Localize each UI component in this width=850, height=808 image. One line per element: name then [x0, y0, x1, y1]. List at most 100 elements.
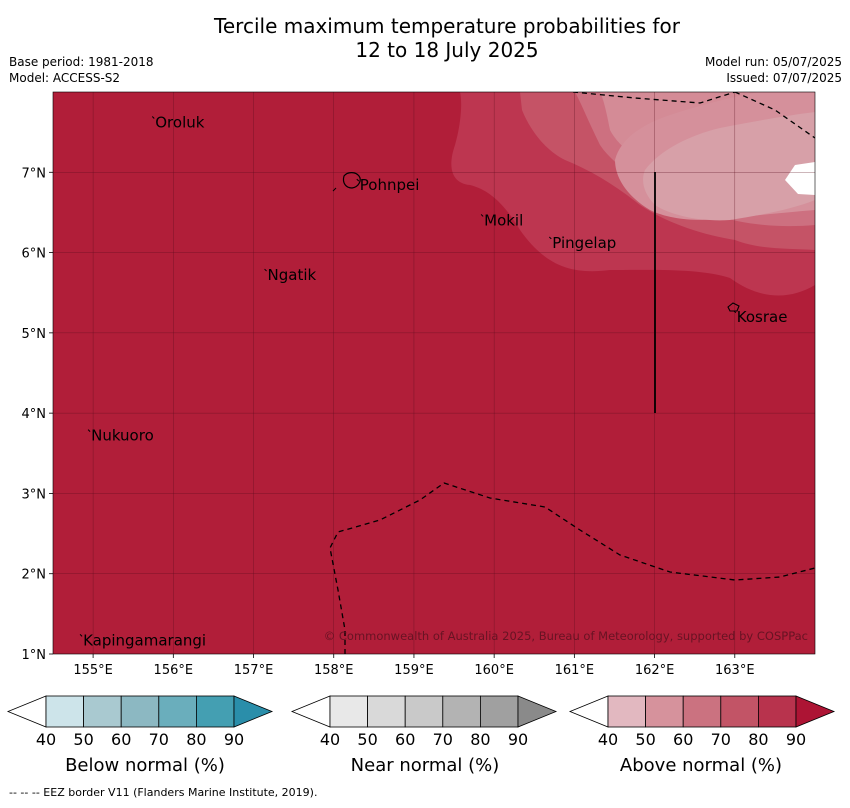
- lon-tick-label: 157°E: [234, 663, 274, 678]
- map-title: Tercile maximum temperature probabilitie…: [0, 14, 850, 62]
- colorbar-segment: [83, 695, 122, 728]
- eez-border-northeast: [734, 92, 815, 139]
- pohnpei-atoll-mark: [332, 187, 337, 192]
- colorbar-tick-label: 80: [470, 730, 490, 749]
- title-line-1: Tercile maximum temperature probabilitie…: [214, 14, 680, 38]
- lat-tick-label: 3°N: [22, 487, 47, 502]
- model-run: Model run: 05/07/2025: [704, 55, 842, 69]
- legend-title-below: Below normal (%): [65, 755, 225, 776]
- colorbar-segment: [442, 695, 481, 728]
- lon-tick-label: 160°E: [474, 663, 514, 678]
- lat-tick-label: 1°N: [22, 648, 47, 663]
- colorbar-tick-label: 40: [320, 730, 340, 749]
- lon-tick-label: 161°E: [555, 663, 595, 678]
- place-marker: [264, 268, 267, 272]
- lat-tick-label: 6°N: [22, 247, 47, 262]
- place-label: Ngatik: [268, 266, 317, 284]
- place-label: Pohnpei: [360, 176, 420, 194]
- lat-tick-label: 5°N: [22, 327, 47, 342]
- colorbar-segment: [329, 695, 368, 728]
- colorbar-segment: [479, 695, 519, 728]
- colorbar-segment: [607, 695, 646, 728]
- colorbar-tick-label: 50: [635, 730, 655, 749]
- colorbar-tick-label: 70: [149, 730, 169, 749]
- colorbar-max-extend: [517, 695, 558, 728]
- lon-tick-label: 159°E: [394, 663, 434, 678]
- colorbar-segment: [158, 695, 197, 728]
- place-label: Nukuoro: [91, 427, 154, 445]
- place-label: Kapingamarangi: [83, 631, 206, 649]
- eez-footer-note: -- -- -- EEZ border V11 (Flanders Marine…: [9, 786, 318, 799]
- colorbar-tick-label: 70: [711, 730, 731, 749]
- place-label: Oroluk: [155, 114, 204, 132]
- colorbar-segment: [645, 695, 684, 728]
- place-marker: [733, 310, 737, 314]
- place-label: Pingelap: [552, 234, 616, 252]
- colorbar-segment: [367, 695, 406, 728]
- colorbar-segment: [45, 695, 84, 728]
- colorbar-max-extend: [233, 695, 274, 728]
- shading-below-40: [785, 162, 815, 195]
- colorbar-tick-label: 70: [433, 730, 453, 749]
- base-period: Base period: 1981-2018: [9, 55, 154, 69]
- colorbar-tick-label: 60: [395, 730, 415, 749]
- colorbar-tick-label: 40: [36, 730, 56, 749]
- eez-border-north: [572, 92, 736, 104]
- map-frame: [52, 91, 816, 655]
- colorbar-segment: [720, 695, 759, 728]
- colorbar-tick-label: 50: [357, 730, 377, 749]
- place-label: Mokil: [484, 211, 523, 229]
- kosrae-island-outline: [727, 302, 740, 312]
- issued-date: Issued: 07/07/2025: [726, 71, 842, 85]
- colorbar-tick-label: 40: [598, 730, 618, 749]
- islands: [332, 172, 740, 312]
- eez-borders: [329, 92, 815, 654]
- title-line-2: 12 to 18 July 2025: [355, 38, 539, 62]
- lon-tick-label: 158°E: [314, 663, 354, 678]
- lon-tick-label: 162°E: [635, 663, 675, 678]
- colorbar-segment: [120, 695, 160, 728]
- place-marker: [480, 214, 484, 217]
- colorbar-tick-label: 80: [186, 730, 206, 749]
- lon-tick-label: 163°E: [715, 663, 755, 678]
- colorbar-tick-label: 80: [748, 730, 768, 749]
- colorbar-segment: [404, 695, 444, 728]
- legend-title-near: Near normal (%): [350, 755, 500, 776]
- colorbar-tick-label: 60: [673, 730, 693, 749]
- shading-40: [643, 112, 815, 221]
- place-marker: [151, 116, 155, 119]
- colorbar-min-extend: [6, 695, 47, 728]
- lon-tick-label: 155°E: [73, 663, 113, 678]
- legend-title-above: Above normal (%): [619, 755, 783, 776]
- colorbar-tick-label: 90: [786, 730, 806, 749]
- colorbar-tick-label: 50: [73, 730, 93, 749]
- probability-shading: [451, 92, 815, 296]
- colorbar-max-extend: [795, 695, 836, 728]
- meta-left: Base period: 1981-2018 Model: ACCESS-S2: [9, 54, 154, 86]
- eez-border-south: [329, 482, 815, 654]
- lat-tick-label: 4°N: [22, 407, 47, 422]
- colorbar-segment: [682, 695, 722, 728]
- place-marker: [79, 633, 83, 637]
- colorbar-tick-label: 60: [111, 730, 131, 749]
- colorbar-tick-label: 90: [224, 730, 244, 749]
- lat-tick-label: 2°N: [22, 568, 47, 583]
- meta-right: Model run: 05/07/2025 Issued: 07/07/2025: [705, 54, 842, 86]
- colorbar-segment: [195, 695, 235, 728]
- place-labels: Oroluk Pohnpei Mokil Pingelap Ngatik Kosrae Nu…: [79, 114, 788, 649]
- colorbar-tick-label: 90: [508, 730, 528, 749]
- colorbar-min-extend: [568, 695, 609, 728]
- colorbar-segment: [758, 695, 797, 728]
- axis-ticks: 155°E 156°E 157°E 158°E 159°E 160°E 161°E 162°E…: [22, 166, 755, 678]
- place-marker: [548, 236, 552, 240]
- pohnpei-island-outline: [342, 172, 361, 189]
- lon-tick-label: 156°E: [154, 663, 194, 678]
- colorbar-legends: 40 50 60 70 80 90 40 50 60 70 80 90 40 50 60 70 80 90: [6, 695, 836, 749]
- place-label: Kosrae: [737, 308, 788, 326]
- copyright-notice: © Commonwealth of Australia 2025, Bureau…: [324, 629, 808, 643]
- lat-tick-label: 7°N: [22, 166, 47, 181]
- place-marker: [356, 178, 360, 182]
- place-marker: [87, 429, 91, 432]
